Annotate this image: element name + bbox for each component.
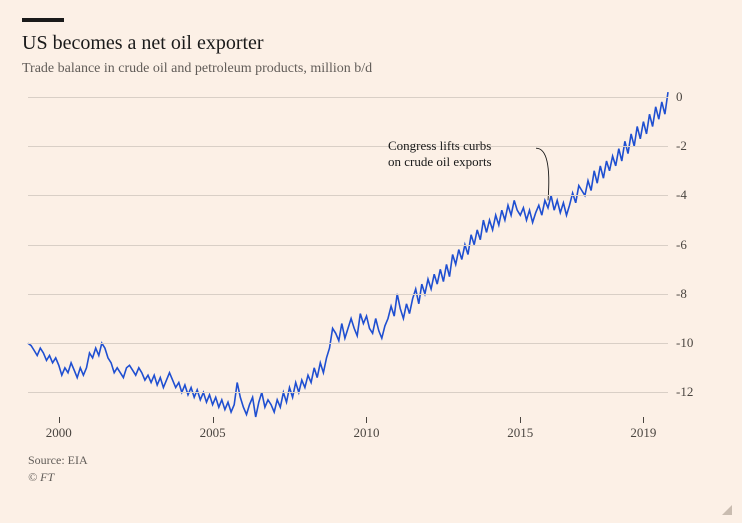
resize-corner-icon [722,505,732,515]
x-axis-tick [520,417,521,423]
y-axis-label: -2 [676,138,687,154]
chart-area: 20002005201020152019 Congress lifts curb… [28,97,708,437]
y-axis-label: -8 [676,286,687,302]
chart-subtitle: Trade balance in crude oil and petroleum… [22,61,720,77]
y-axis-label: -12 [676,384,693,400]
y-axis-label: -4 [676,187,687,203]
y-axis-label: -6 [676,237,687,253]
gridline [28,97,668,98]
annotation-label: Congress lifts curbs on crude oil export… [388,138,492,171]
x-axis-label: 2000 [46,425,72,441]
y-axis-label: 0 [676,89,683,105]
x-axis-label: 2019 [630,425,656,441]
y-axis-label: -10 [676,335,693,351]
chart-footer: Source: EIA © FT [28,453,720,485]
x-axis-tick [643,417,644,423]
source-text: Source: EIA [28,453,720,468]
x-axis-label: 2015 [507,425,533,441]
gridline [28,146,668,147]
annotation-line2: on crude oil exports [388,154,492,169]
chart-container: US becomes a net oil exporter Trade bala… [0,0,742,523]
x-axis-label: 2005 [200,425,226,441]
annotation-line1: Congress lifts curbs [388,138,491,153]
accent-bar [22,18,64,22]
x-axis-tick [366,417,367,423]
plot-region: 20002005201020152019 [28,97,668,417]
gridline [28,294,668,295]
gridline [28,392,668,393]
copyright-text: © FT [28,470,720,485]
gridline [28,195,668,196]
gridline [28,343,668,344]
data-line [28,97,668,417]
chart-title: US becomes a net oil exporter [22,32,720,55]
gridline [28,245,668,246]
x-axis-tick [59,417,60,423]
x-axis-tick [213,417,214,423]
x-axis-label: 2010 [353,425,379,441]
